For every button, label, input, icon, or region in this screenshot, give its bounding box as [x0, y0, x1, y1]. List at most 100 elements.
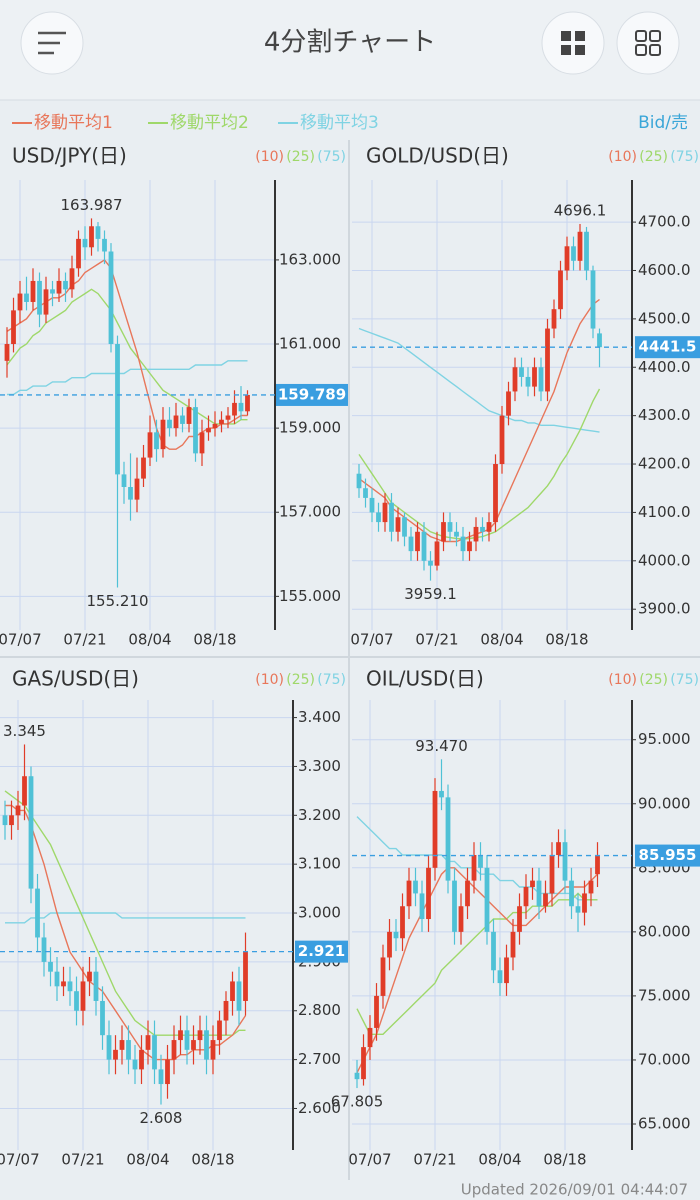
candle-body — [519, 367, 524, 377]
candle-body — [354, 1072, 360, 1080]
y-tick-label: 4100.0 — [638, 503, 691, 521]
candle-body — [415, 531, 420, 552]
candle-body — [89, 226, 94, 248]
x-tick-label: 08/04 — [480, 631, 523, 649]
candle-body — [147, 432, 153, 458]
candle-body — [361, 1047, 366, 1080]
candle-body — [504, 957, 509, 984]
candle-body — [374, 995, 379, 1028]
ma-period-label: (75) — [317, 672, 346, 688]
candle-body — [575, 906, 581, 913]
candle-body — [178, 1030, 183, 1041]
layout-button[interactable] — [541, 11, 605, 75]
candle-body — [523, 887, 529, 907]
y-tick-label: 3.100 — [298, 855, 341, 873]
last-price-label: 4441.5 — [639, 338, 697, 356]
last-price-box — [276, 383, 348, 406]
candle-body — [389, 502, 394, 532]
y-tick-label: 159.000 — [279, 419, 341, 437]
candle-body — [30, 280, 36, 302]
candle-body — [43, 289, 49, 315]
y-tick-label: 3.200 — [298, 806, 341, 824]
candle-body — [484, 867, 490, 932]
candle-body — [582, 893, 587, 913]
candle-body — [197, 1030, 203, 1041]
candle-body — [217, 1020, 222, 1041]
candle-body — [545, 328, 550, 392]
candle-body — [158, 1069, 164, 1085]
icon-square — [561, 45, 571, 55]
x-tick-label: 07/07 — [350, 631, 393, 649]
high-label: 93.470 — [415, 737, 468, 755]
candle-body — [184, 1030, 190, 1050]
candle-body — [562, 842, 568, 881]
candle-body — [204, 1030, 209, 1060]
candle-body — [590, 270, 596, 329]
chart-title: OIL/USD(日) — [366, 667, 484, 691]
icon-square — [635, 30, 647, 42]
header-title: 4分割チャート — [264, 28, 436, 58]
candle-body — [37, 280, 42, 315]
candle-body — [549, 854, 555, 894]
y-tick-label: 163.000 — [279, 250, 341, 268]
moving-average-line — [358, 298, 600, 543]
candle-body — [551, 309, 557, 329]
candle-body — [458, 906, 464, 932]
y-tick-label: 4400.0 — [638, 358, 691, 376]
candle-body — [82, 238, 88, 248]
y-tick-label: 3900.0 — [638, 600, 691, 618]
candle-body — [115, 344, 120, 475]
x-tick-label: 08/18 — [543, 1151, 586, 1169]
candle-body — [584, 231, 589, 271]
candle-body — [356, 473, 362, 489]
candle-body — [167, 419, 172, 429]
candle-body — [447, 522, 453, 532]
candle-body — [497, 970, 503, 984]
candle-body — [530, 880, 535, 888]
x-tick-label: 07/21 — [413, 1151, 456, 1169]
candle-body — [165, 1059, 170, 1085]
candle-body — [376, 512, 381, 523]
high-label: 4696.1 — [554, 201, 607, 219]
candle-body — [471, 854, 477, 881]
candle-body — [595, 855, 600, 875]
y-tick-label: 4600.0 — [638, 261, 691, 279]
candle-body — [232, 402, 237, 416]
candle-body — [395, 517, 401, 532]
y-tick-label: 65.000 — [638, 1114, 691, 1132]
candle-body — [491, 931, 496, 971]
chart-title: GOLD/USD(日) — [366, 144, 509, 168]
y-tick-label: 3.000 — [298, 904, 341, 922]
candle-body — [597, 333, 602, 348]
candle-body — [132, 1059, 138, 1070]
candle-body — [134, 478, 140, 500]
candle-body — [69, 268, 75, 290]
moving-average-line — [7, 360, 248, 396]
candle-body — [225, 415, 231, 420]
moving-average-line — [358, 388, 601, 540]
candle-body — [152, 1035, 157, 1070]
x-tick-label: 08/04 — [128, 631, 171, 649]
candle-body — [564, 246, 570, 271]
moving-average-line — [356, 816, 598, 901]
candle-body — [180, 415, 185, 424]
candle-body — [119, 1040, 125, 1050]
ma-period-label: (75) — [670, 149, 699, 165]
menu-button[interactable] — [20, 11, 84, 75]
x-tick-label: 07/07 — [0, 631, 42, 649]
x-tick-label: 08/18 — [193, 631, 236, 649]
candle-body — [154, 432, 159, 450]
candle-body — [393, 931, 399, 939]
button-circle — [541, 11, 605, 75]
candle-body — [141, 457, 146, 479]
candle-body — [48, 961, 53, 972]
x-tick-label: 07/21 — [61, 1151, 104, 1169]
layout-button-2[interactable] — [616, 11, 680, 75]
candle-body — [121, 474, 127, 488]
candle-body — [510, 931, 516, 958]
icon-square — [561, 31, 571, 41]
candle-body — [56, 280, 62, 294]
low-label: 2.608 — [140, 1109, 183, 1127]
candle-body — [87, 971, 92, 982]
high-label: 3.345 — [3, 722, 46, 740]
